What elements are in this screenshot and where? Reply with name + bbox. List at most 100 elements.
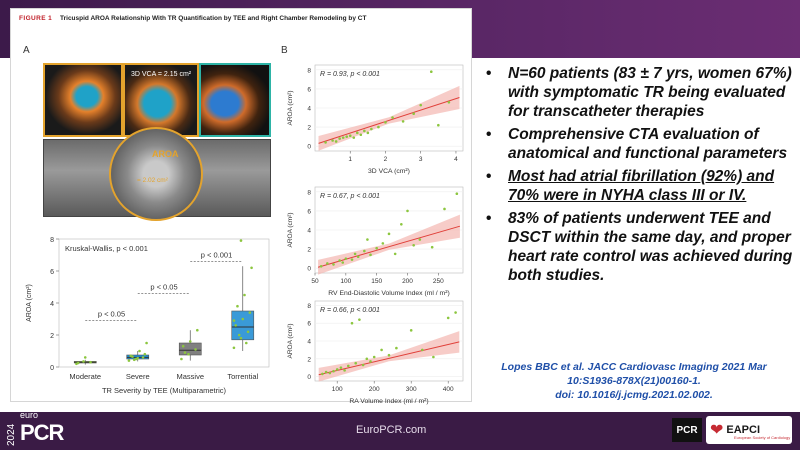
data-point <box>370 127 373 131</box>
x-axis-label: RA Volume Index (ml / m²) <box>349 398 428 405</box>
y-tick-label: 2 <box>50 333 54 340</box>
data-point <box>338 259 341 262</box>
data-point <box>363 249 366 253</box>
echo-image-3 <box>199 63 271 137</box>
y-tick-label: 4 <box>307 339 311 346</box>
y-tick-label: 4 <box>50 301 54 308</box>
data-point <box>338 137 341 140</box>
data-point <box>354 361 357 365</box>
scatter-chart-ra: 0 2 4 6 8 100 200 300 400 R = 0.66, p < 0.001 AROA… <box>287 300 464 405</box>
data-point <box>347 364 350 368</box>
data-point <box>363 129 366 133</box>
y-tick-label: 2 <box>307 356 311 363</box>
data-point <box>196 328 199 332</box>
figure-number: FIGURE 1 <box>19 15 53 22</box>
y-tick-label: 4 <box>307 106 311 113</box>
data-point <box>443 207 446 211</box>
data-point <box>446 316 450 320</box>
data-point <box>89 360 92 364</box>
bullet-glyph: • <box>486 126 492 143</box>
heart-icon: ❤ <box>710 422 724 439</box>
y-tick-label: 6 <box>307 321 311 328</box>
x-axis-label: RV End-Diastolic Volume Index (ml / m²) <box>328 290 450 297</box>
data-point <box>132 358 136 362</box>
data-point <box>82 360 85 363</box>
y-tick-label: 0 <box>307 374 311 381</box>
box-plot-chart: 0 2 4 6 8 AROA (cm²) Kruskal-Wallis, p < 0.001… <box>26 237 270 395</box>
data-point <box>234 324 237 327</box>
y-tick-label: 0 <box>50 365 54 372</box>
data-point <box>138 349 141 353</box>
data-point <box>324 370 328 374</box>
data-point <box>339 366 343 369</box>
data-point <box>237 333 241 337</box>
data-point <box>331 139 334 142</box>
echo-image-2: 3D VCA = 2.15 cm² <box>123 63 199 137</box>
bullet-text: Most had atrial fibrillation (92%) and 7… <box>508 168 775 204</box>
data-point <box>366 131 370 135</box>
x-tick-label: 300 <box>406 386 417 393</box>
scatter-chart-rv: 0 2 4 6 8 50 100 150 200 250 R = 0.67, p < 0.001 AR… <box>287 186 464 297</box>
data-point <box>324 141 327 144</box>
data-point <box>83 356 87 359</box>
data-point <box>418 238 422 241</box>
y-tick-label: 8 <box>50 237 54 244</box>
data-point <box>350 321 354 325</box>
y-tick-label: 2 <box>307 125 311 132</box>
x-tick-label: 150 <box>371 278 382 285</box>
data-point <box>369 253 372 257</box>
chart-annotation: R = 0.67, p < 0.001 <box>320 193 380 200</box>
data-point <box>332 263 335 266</box>
data-point <box>335 368 339 371</box>
data-point <box>348 134 352 138</box>
y-tick-label: 6 <box>307 86 311 93</box>
data-point <box>454 311 457 314</box>
y-tick-label: 2 <box>307 247 311 254</box>
logo-year: 2024 <box>6 423 17 446</box>
data-point <box>409 329 413 332</box>
bullet-item: • N=60 patients (83 ± 7 yrs, women 67%) … <box>484 64 794 121</box>
comparison-label: p < 0.001 <box>201 250 233 259</box>
x-tick-label: 4 <box>454 156 458 163</box>
regression-line <box>317 225 461 268</box>
x-axis-label: TR Severity by TEE (Multiparametric) <box>102 386 227 395</box>
data-point <box>387 232 391 236</box>
data-point <box>246 330 250 334</box>
data-point <box>180 357 183 361</box>
citation-line-2: 10:S1936-878X(21)00160-1. <box>567 375 701 387</box>
panel-a-label: A <box>23 45 30 56</box>
data-point <box>181 344 185 348</box>
scatter-chart-vca: 0 2 4 6 8 1 2 3 4 R = 0.93, p < 0.001 AROA (cm²) 3D… <box>287 64 464 175</box>
bullet-text: 83% of patients underwent TEE and DSCT w… <box>508 210 793 284</box>
chart-annotation: R = 0.66, p < 0.001 <box>320 307 380 314</box>
y-tick-label: 8 <box>307 303 311 310</box>
data-point <box>188 340 192 343</box>
data-point <box>341 136 345 139</box>
pcr-badge-logo: PCR <box>672 418 702 442</box>
data-point <box>359 133 363 137</box>
y-tick-label: 0 <box>307 144 311 151</box>
data-point <box>143 352 147 356</box>
x-tick-label: Moderate <box>69 372 101 381</box>
vca-label: 3D VCA = 2.15 cm² <box>131 71 192 78</box>
data-point <box>421 348 424 352</box>
comparison-label: p < 0.05 <box>98 310 125 319</box>
ct-zoom-circle <box>109 127 203 221</box>
data-point <box>377 125 380 129</box>
box <box>178 342 202 356</box>
data-point <box>243 293 246 297</box>
data-point <box>127 359 131 362</box>
data-point <box>352 136 356 139</box>
data-point <box>384 121 387 124</box>
echo-image-1 <box>43 63 123 137</box>
data-point <box>236 304 239 308</box>
data-point <box>455 192 459 195</box>
data-point <box>194 348 197 351</box>
data-point <box>341 261 345 264</box>
data-point <box>350 258 354 261</box>
confidence-band <box>318 85 460 151</box>
footer-website[interactable]: EuroPCR.com <box>356 424 427 436</box>
data-point <box>248 311 252 314</box>
data-point <box>419 103 423 107</box>
data-point <box>395 346 398 350</box>
